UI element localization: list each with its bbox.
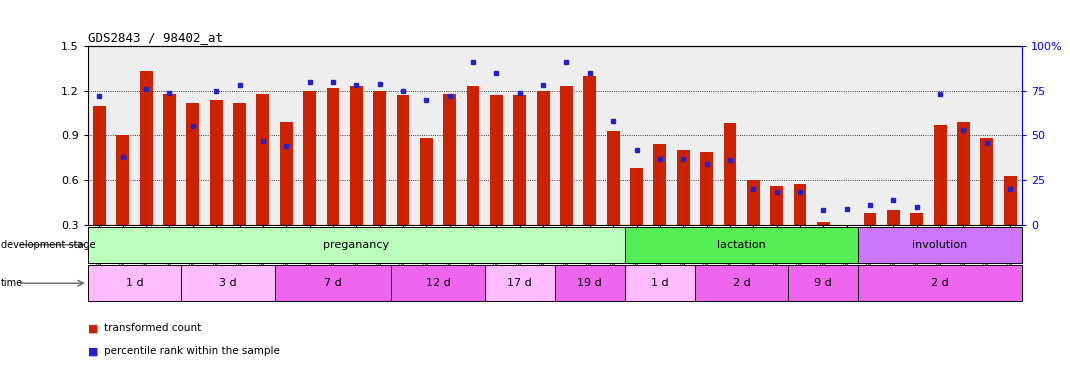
Bar	[607, 131, 620, 225]
Bar	[794, 184, 807, 225]
Bar	[88, 265, 181, 301]
Text: development stage: development stage	[1, 240, 95, 250]
Text: 2 d: 2 d	[733, 278, 750, 288]
Bar	[625, 227, 858, 263]
Text: involution: involution	[913, 240, 967, 250]
Text: ■: ■	[88, 346, 98, 356]
Bar	[911, 213, 923, 225]
Text: 19 d: 19 d	[578, 278, 602, 288]
Text: 2 d: 2 d	[931, 278, 949, 288]
Text: ■: ■	[88, 323, 98, 333]
Bar	[583, 76, 596, 225]
Text: 12 d: 12 d	[426, 278, 450, 288]
Bar	[163, 94, 175, 225]
Bar	[257, 94, 270, 225]
Bar	[88, 227, 625, 263]
Bar	[280, 122, 293, 225]
Text: 7 d: 7 d	[324, 278, 341, 288]
Bar	[555, 265, 625, 301]
Bar	[980, 138, 993, 225]
Text: 3 d: 3 d	[219, 278, 236, 288]
Text: 17 d: 17 d	[507, 278, 532, 288]
Bar	[789, 265, 858, 301]
Bar	[181, 265, 275, 301]
Bar	[303, 91, 316, 225]
Bar	[858, 265, 1022, 301]
Bar	[93, 106, 106, 225]
Bar	[840, 225, 853, 228]
Bar	[392, 265, 485, 301]
Text: lactation: lactation	[717, 240, 766, 250]
Bar	[694, 265, 789, 301]
Bar	[934, 125, 947, 225]
Bar	[625, 265, 694, 301]
Bar	[140, 71, 153, 225]
Bar	[117, 136, 129, 225]
Bar	[233, 103, 246, 225]
Bar	[747, 180, 760, 225]
Bar	[485, 265, 555, 301]
Bar	[210, 100, 223, 225]
Text: time: time	[1, 278, 24, 288]
Bar	[373, 91, 386, 225]
Text: 1 d: 1 d	[125, 278, 143, 288]
Bar	[350, 86, 363, 225]
Text: 1 d: 1 d	[651, 278, 669, 288]
Text: transformed count: transformed count	[104, 323, 201, 333]
Bar	[816, 222, 829, 225]
Text: 9 d: 9 d	[814, 278, 832, 288]
Bar	[326, 88, 339, 225]
Text: preganancy: preganancy	[323, 240, 389, 250]
Bar	[957, 122, 969, 225]
Bar	[397, 95, 410, 225]
Bar	[863, 213, 876, 225]
Bar	[186, 103, 199, 225]
Bar	[630, 168, 643, 225]
Bar	[723, 124, 736, 225]
Text: percentile rank within the sample: percentile rank within the sample	[104, 346, 279, 356]
Bar	[887, 210, 900, 225]
Bar	[537, 91, 550, 225]
Bar	[1004, 175, 1016, 225]
Bar	[560, 86, 572, 225]
Bar	[419, 138, 432, 225]
Bar	[770, 186, 783, 225]
Bar	[858, 227, 1022, 263]
Bar	[677, 150, 690, 225]
Bar	[654, 144, 667, 225]
Text: GDS2843 / 98402_at: GDS2843 / 98402_at	[88, 31, 223, 44]
Bar	[514, 95, 526, 225]
Bar	[467, 86, 479, 225]
Bar	[490, 95, 503, 225]
Bar	[700, 152, 713, 225]
Bar	[275, 265, 392, 301]
Bar	[443, 94, 456, 225]
